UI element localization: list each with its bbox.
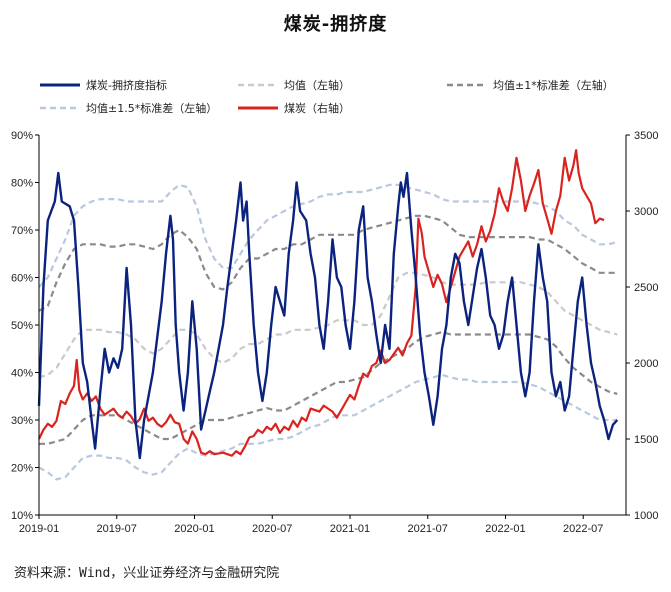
- legend-label-coal: 煤炭（右轴）: [284, 101, 350, 115]
- plot-area: [37, 149, 619, 481]
- x-tick-label: 2021-01: [330, 523, 370, 535]
- source-note: 资料来源：Wind，兴业证券经济与金融研究院: [14, 566, 280, 581]
- left-tick-label: 90%: [11, 130, 33, 142]
- series-crowding: [37, 171, 619, 460]
- left-tick-label: 50%: [11, 320, 33, 332]
- legend-label-std15: 均值±1.5*标准差（左轴）: [86, 101, 217, 115]
- left-tick-label: 10%: [11, 510, 33, 522]
- x-tick-label: 2019-01: [19, 523, 59, 535]
- left-tick-label: 80%: [11, 178, 33, 190]
- series-std1-upper: [38, 214, 618, 312]
- series-std15-lower: [38, 373, 618, 481]
- series-std15-upper: [38, 183, 618, 288]
- legend-label-crowding: 煤炭-拥挤度指标: [86, 78, 167, 92]
- right-tick-label: 1000: [634, 510, 658, 522]
- right-tick-label: 1500: [634, 434, 658, 446]
- legend: 煤炭-拥挤度指标 均值（左轴） 均值±1*标准差（左轴） 均值±1.5*标准差（左轴）…: [40, 78, 614, 115]
- legend-label-mean: 均值（左轴）: [284, 78, 350, 92]
- left-tick-label: 20%: [11, 463, 33, 475]
- x-tick-label: 2021-07: [408, 523, 448, 535]
- left-tick-label: 40%: [11, 368, 33, 380]
- right-tick-label: 3500: [634, 130, 658, 142]
- x-tick-label: 2020-07: [252, 523, 292, 535]
- left-tick-label: 60%: [11, 273, 33, 285]
- x-tick-label: 2020-01: [174, 523, 214, 535]
- series-coal: [38, 149, 605, 457]
- x-tick-label: 2022-07: [563, 523, 603, 535]
- left-tick-label: 30%: [11, 415, 33, 427]
- x-tick-label: 2019-07: [97, 523, 137, 535]
- right-tick-label: 3000: [634, 206, 658, 218]
- left-tick-label: 70%: [11, 225, 33, 237]
- axes: 10% 20% 30% 40% 50% 60% 70% 80% 90% 1000 1500 2000 2…: [11, 130, 659, 535]
- series-mean: [38, 271, 618, 379]
- x-tick-label: 2022-01: [485, 523, 525, 535]
- right-tick-label: 2000: [634, 358, 658, 370]
- chart-title: 煤炭-拥挤度: [283, 14, 388, 35]
- legend-label-std1: 均值±1*标准差（左轴）: [493, 78, 614, 92]
- right-tick-label: 2500: [634, 282, 658, 294]
